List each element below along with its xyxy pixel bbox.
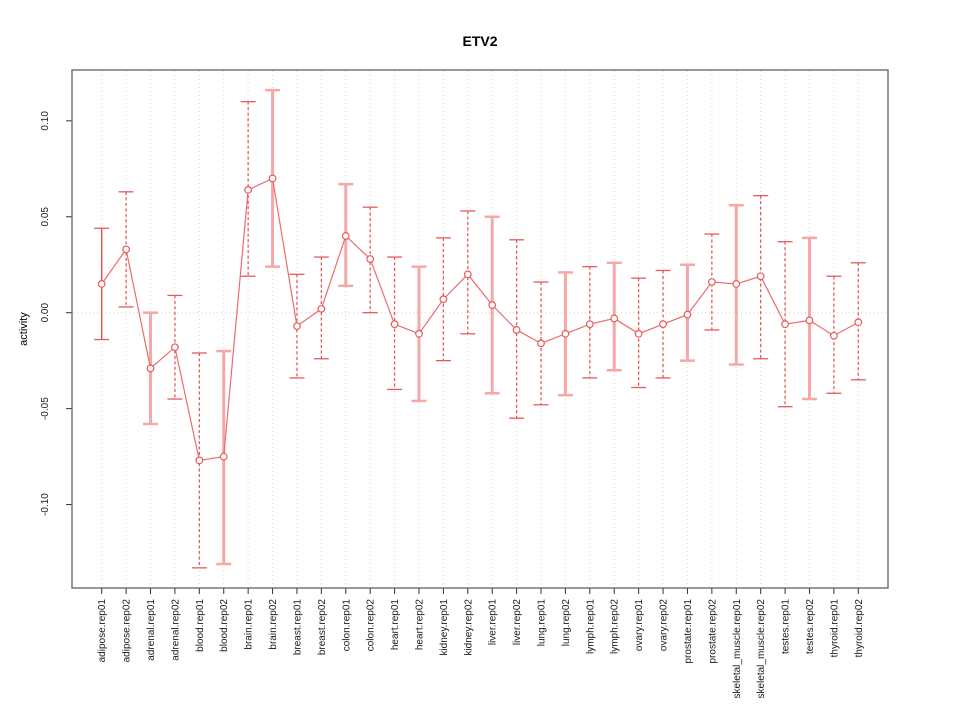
data-point [341,232,350,240]
x-tick-label: prostate.rep01 [683,599,694,664]
x-tick-label: testes.rep02 [805,599,816,654]
x-tick-label: ovary.rep01 [634,599,645,652]
data-point [97,280,106,288]
x-tick-label: heart.rep01 [390,599,401,651]
x-tick-label: lymph.rep02 [610,599,621,654]
data-point [854,318,863,327]
x-tick-label: colon.rep01 [341,599,352,652]
data-point [732,280,741,288]
data-point [512,326,521,334]
x-tick-label: thyroid.rep01 [829,599,840,658]
x-tick-label: blood.rep01 [195,599,206,652]
x-tick-label: blood.rep02 [219,599,230,652]
data-point [537,339,545,348]
x-tick-label: breast.rep02 [317,599,328,656]
series-line [101,177,859,462]
x-tick-label: adrenal.rep02 [170,599,181,661]
series-line-layer [101,177,859,462]
data-point [829,331,838,340]
x-tick-label: liver.rep02 [512,599,523,646]
data-point [122,245,131,254]
x-tick-label: kidney.rep01 [439,599,450,656]
data-point [781,320,789,329]
data-point [268,174,277,183]
data-point [634,329,643,338]
data-point [415,329,423,338]
x-tick-label: testes.rep01 [781,599,792,654]
data-point [707,278,716,286]
x-tick-label: thyroid.rep02 [854,599,865,658]
data-point [171,343,179,352]
data-point [561,329,570,338]
data-point [219,452,228,461]
x-tick-label: adipose.rep01 [97,599,108,663]
x-tick-label: skeletal_muscle.rep02 [756,599,767,699]
x-tick-label: adrenal.rep01 [146,599,157,661]
data-point [244,186,253,194]
y-tick-layer [66,120,72,506]
y-tick-label: -0.05 [40,397,51,420]
data-point [756,272,765,281]
data-point [585,320,594,329]
x-tick-label: breast.rep01 [292,599,303,656]
x-tick-label: prostate.rep02 [707,599,718,664]
x-tick-label: lung.rep02 [561,599,572,647]
data-point [390,320,399,329]
gridline-layer [101,71,859,587]
y-tick-label: -0.10 [40,493,51,516]
data-point [293,322,301,331]
errorbar-layer [94,88,866,569]
x-tick-label: lung.rep01 [537,599,548,647]
data-point [463,270,472,279]
y-axis-label: activity [18,312,30,346]
y-tick-label: 0.10 [40,111,51,131]
data-point [439,295,448,304]
x-tick-label: heart.rep02 [414,599,425,651]
y-tick-label: 0.00 [40,303,51,323]
data-point [488,301,497,309]
plot-border [71,69,889,589]
data-point [366,255,375,263]
y-tick-label: 0.05 [40,207,51,227]
data-point [683,310,692,319]
x-tick-label: liver.rep01 [488,599,499,646]
x-tick-label: ovary.rep02 [659,599,670,652]
data-point [195,456,204,465]
chart-title: ETV2 [462,33,497,49]
data-point-layer [97,174,863,465]
x-tick-label: skeletal_muscle.rep01 [732,599,743,699]
x-tick-label: kidney.rep02 [463,599,474,656]
y-tick-label-layer: 0.10 0.05 0.00 -0.05 -0.10 [40,111,51,516]
x-tick-label: adipose.rep02 [122,599,133,663]
x-tick-label: brain.rep01 [244,599,255,650]
x-tick-label: lymph.rep01 [585,599,596,654]
x-tick-label-layer: adipose.rep01 adipose.rep02 adrenal.rep01 a… [97,599,865,699]
data-point [317,304,326,313]
x-tick-label: colon.rep02 [366,599,377,652]
data-point [659,320,667,329]
data-point [805,316,814,325]
data-point [610,314,619,323]
x-tick-layer [101,588,859,594]
data-point [146,364,155,373]
x-tick-label: brain.rep02 [268,599,279,650]
